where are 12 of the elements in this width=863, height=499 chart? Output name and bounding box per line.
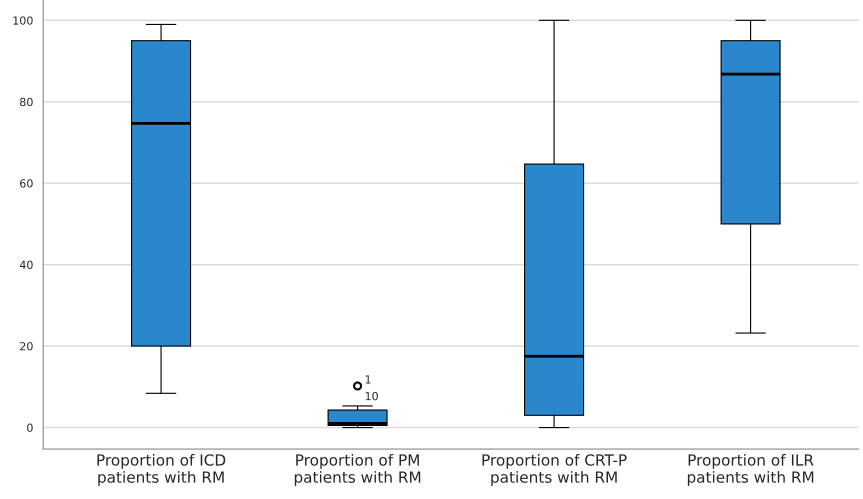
y-tick-label: 0 [27,423,33,432]
x-tick-label: Proportion of ILR patients with RM [688,454,814,486]
y-tick-label: 40 [20,260,33,270]
x-tick-label: Proportion of ICD patients with RM [97,454,226,486]
y-tick-label: 100 [13,16,33,25]
y-tick-label: 80 [20,98,33,106]
y-tick-label: 20 [20,342,33,350]
annotation: 10 [366,392,378,400]
annotation: 1 [366,375,371,384]
x-tick-label: Proportion of CRT-P patients with RM [482,454,627,486]
x-tick-label: Proportion of PM patients with RM [294,454,420,486]
y-tick-label: 60 [20,179,33,188]
